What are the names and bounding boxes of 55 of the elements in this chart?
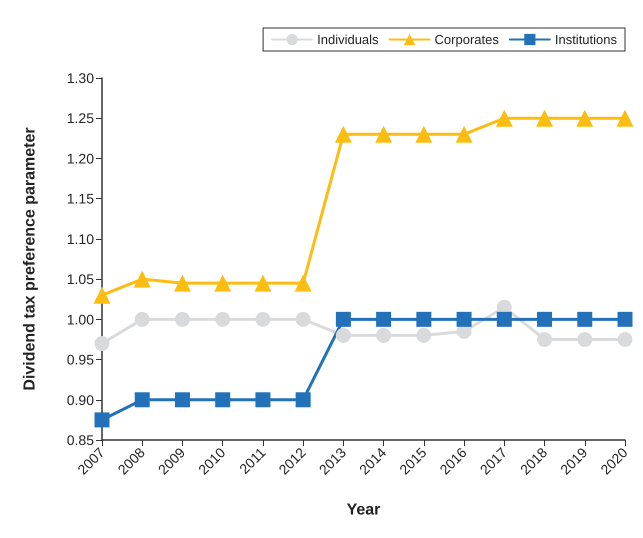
- point: [215, 312, 230, 327]
- point: [94, 336, 110, 351]
- point: [537, 312, 552, 327]
- y-tick-label: 1.00: [66, 311, 94, 328]
- point: [577, 312, 592, 327]
- point: [496, 110, 513, 127]
- point: [336, 312, 351, 327]
- point: [416, 312, 432, 327]
- point: [336, 328, 351, 343]
- point: [456, 312, 472, 327]
- point: [416, 328, 432, 343]
- y-axis-title: Dividend tax preference parameter: [22, 127, 38, 391]
- point: [415, 126, 432, 143]
- y-tick-label: 0.95: [66, 352, 94, 368]
- point: [616, 110, 634, 127]
- point: [618, 332, 632, 347]
- point: [134, 392, 150, 408]
- legend-label: Corporates: [434, 32, 500, 47]
- point: [537, 332, 552, 347]
- y-tick-label: 1.20: [66, 150, 94, 166]
- y-tick-label: 0.85: [66, 432, 94, 448]
- point: [618, 312, 632, 327]
- y-tick-label: 1.25: [66, 110, 94, 126]
- y-tick-label: 1.10: [66, 230, 94, 247]
- point: [536, 110, 554, 127]
- y-tick-label: 1.30: [66, 70, 94, 86]
- point: [94, 286, 110, 304]
- point: [294, 274, 312, 292]
- point: [174, 274, 191, 292]
- point: [496, 312, 512, 327]
- point: [215, 392, 230, 408]
- y-tick-label: 0.90: [66, 392, 94, 408]
- point: [134, 270, 151, 288]
- point: [456, 126, 473, 143]
- point: [296, 312, 311, 327]
- point: [174, 392, 190, 408]
- x-axis-title: Year: [346, 502, 380, 518]
- legend-label: Institutions: [554, 32, 618, 47]
- point: [134, 312, 150, 327]
- legend-label: Individuals: [317, 32, 380, 47]
- point: [376, 312, 392, 327]
- point: [334, 126, 352, 143]
- point: [577, 332, 592, 347]
- y-tick-label: 1.15: [66, 190, 94, 207]
- point: [375, 126, 392, 143]
- point: [255, 312, 270, 327]
- point: [376, 328, 392, 343]
- y-tick-label: 1.05: [66, 271, 94, 288]
- point: [174, 312, 190, 327]
- point: [254, 274, 272, 292]
- point: [255, 392, 270, 408]
- point: [296, 392, 311, 408]
- point: [214, 274, 232, 292]
- point: [94, 412, 110, 428]
- point: [576, 110, 594, 127]
